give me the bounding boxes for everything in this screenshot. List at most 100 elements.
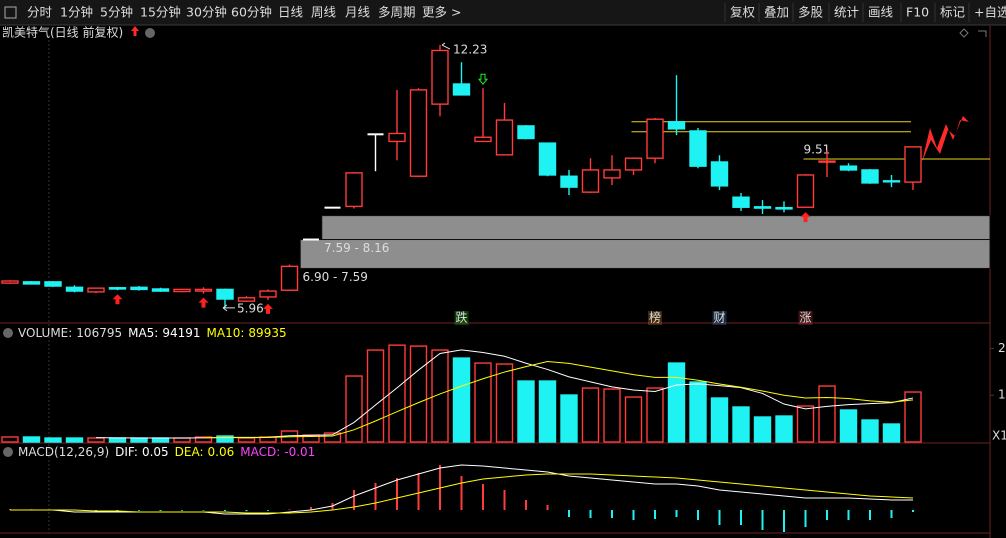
- candle-body: [689, 130, 707, 167]
- candle-body: [44, 281, 62, 287]
- period-tab[interactable]: 5分钟: [100, 5, 133, 20]
- period-tab[interactable]: 日线: [278, 5, 304, 20]
- volume-bar: [581, 387, 600, 443]
- buy-signal-arrow: [800, 212, 811, 223]
- tool-button[interactable]: 统计: [834, 5, 859, 20]
- trend-drawing: [922, 116, 969, 162]
- volume-bar: [904, 391, 922, 443]
- legend-value: 0.05: [142, 445, 169, 459]
- candle-body: [753, 206, 772, 209]
- window-icon[interactable]: [959, 28, 969, 38]
- volume-bar: [216, 435, 234, 443]
- period-tab[interactable]: 月线: [345, 5, 371, 20]
- candle-body: [22, 281, 41, 285]
- title-menu-icon[interactable]: [145, 28, 155, 38]
- candle-body: [345, 172, 363, 208]
- candle-body: [280, 265, 299, 291]
- candle-body: [581, 169, 600, 193]
- low-label: 5.96: [237, 301, 264, 315]
- candle-body: [495, 119, 514, 156]
- buy-signal-arrow: [198, 297, 209, 308]
- candle-body: [560, 175, 578, 188]
- toolbar: [0, 0, 1006, 25]
- event-tag-bg: [454, 311, 469, 325]
- period-tab[interactable]: 1分钟: [60, 5, 93, 20]
- level-label: 9.51: [804, 143, 831, 157]
- period-tab[interactable]: 15分钟: [140, 5, 181, 20]
- period-tab[interactable]: 周线: [311, 5, 337, 20]
- volume-bar: [452, 357, 471, 443]
- volume-header: VOLUME: 106795 MA5: 94191 MA10: 89935: [18, 326, 287, 340]
- gap-zone: [299, 239, 991, 269]
- buy-signal-arrow: [112, 294, 123, 305]
- extreme-pointer: [441, 42, 451, 50]
- volume-bar: [65, 437, 84, 443]
- period-tab[interactable]: 多周期: [378, 5, 416, 20]
- buy-signal-arrow: [263, 303, 273, 314]
- candle-body: [861, 169, 879, 184]
- gap-zone: [321, 215, 991, 241]
- candle-body: [710, 161, 729, 187]
- tool-button[interactable]: 叠加: [764, 5, 789, 20]
- event-tag: 榜: [649, 310, 661, 325]
- candle-body: [732, 196, 750, 208]
- window-icon[interactable]: [978, 30, 987, 37]
- volume-bar: [818, 385, 836, 443]
- candle-body: [388, 132, 406, 143]
- volume-bar: [796, 405, 815, 443]
- candle-body: [87, 287, 105, 293]
- candle-body: [904, 146, 922, 183]
- candle-body: [775, 206, 793, 210]
- volume-bar: [517, 380, 535, 443]
- indicator-line: [10, 473, 914, 514]
- legend-name: DEA:: [175, 445, 204, 459]
- tool-button[interactable]: 复权: [730, 5, 756, 20]
- volume-bar: [882, 423, 901, 443]
- volume-bar: [151, 437, 170, 443]
- period-tab[interactable]: 分时: [27, 5, 53, 20]
- candle-body: [237, 297, 256, 302]
- gap-zone-label: 7.59 - 8.16: [324, 241, 389, 255]
- event-tag-bg: [712, 311, 727, 325]
- candle-body: [474, 136, 492, 143]
- candle-body: [259, 290, 277, 298]
- volume-bar: [603, 388, 621, 443]
- title-arrow-icon: [131, 26, 139, 36]
- volume-bar: [732, 406, 750, 443]
- volume-bar: [710, 397, 729, 443]
- candle-body: [130, 286, 148, 291]
- chart-title: 凯美特气(日线 前复权): [2, 25, 123, 40]
- volume-bar: [22, 436, 41, 443]
- period-tab[interactable]: 更多 >: [422, 5, 461, 20]
- volume-bar: [560, 394, 578, 443]
- extreme-pointer: [222, 304, 235, 312]
- macd-menu-icon[interactable]: [3, 447, 13, 457]
- volume-menu-icon[interactable]: [3, 328, 13, 338]
- candle-body: [452, 83, 471, 96]
- period-tab[interactable]: 30分钟: [186, 5, 227, 20]
- y-tick-label: 2: [998, 341, 1006, 355]
- tool-button[interactable]: 画线: [868, 5, 894, 20]
- volume-bar: [194, 436, 213, 443]
- legend-name: MA5:: [128, 326, 158, 340]
- toolbar-items: 分时 1分钟 5分钟 15分钟 30分钟 60分钟 日线 周线 月线 多周期 更多 > 复权 叠加 多股统…: [27, 3, 1006, 22]
- tool-button[interactable]: +自选: [974, 5, 1006, 20]
- tool-button[interactable]: 多股: [798, 5, 824, 20]
- tool-button[interactable]: 标记: [940, 5, 966, 20]
- candle-body: [108, 287, 127, 290]
- event-tag: 涨: [799, 310, 811, 325]
- volume-bar: [839, 409, 858, 443]
- layout-icon[interactable]: [4, 6, 17, 19]
- macd-title: MACD(12,26,9): [18, 445, 109, 459]
- legend-value: 0.06: [208, 445, 235, 459]
- volume-bar: [538, 380, 557, 443]
- volume-value: 106795: [76, 326, 122, 340]
- tool-button[interactable]: F10: [906, 5, 929, 20]
- volume-bar: [237, 437, 256, 443]
- candle-body: [839, 165, 858, 171]
- event-tag-bg: [798, 311, 813, 325]
- period-tab[interactable]: 60分钟: [231, 5, 272, 20]
- candle-body: [624, 157, 643, 171]
- candle-body: [151, 288, 170, 292]
- volume-bar: [667, 362, 686, 443]
